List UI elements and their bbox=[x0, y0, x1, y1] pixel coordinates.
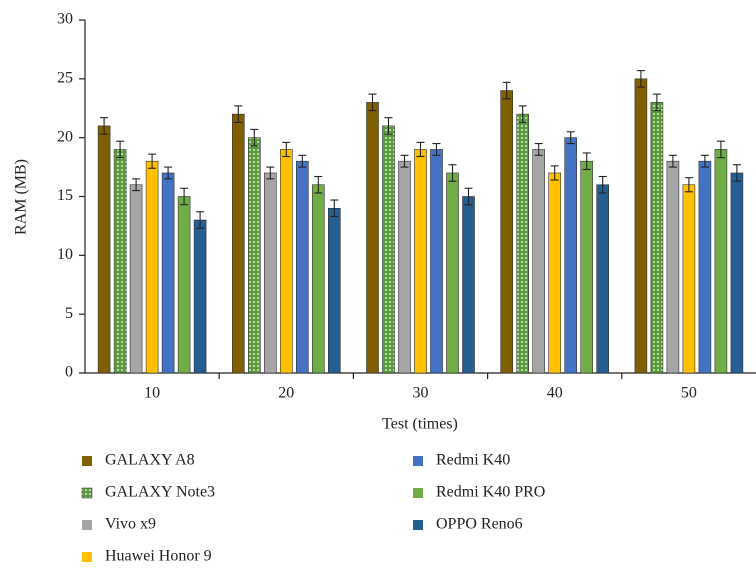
bar bbox=[462, 196, 475, 374]
bar bbox=[295, 160, 309, 374]
bar bbox=[177, 196, 191, 374]
bar bbox=[516, 113, 530, 374]
bar bbox=[564, 137, 578, 374]
bar bbox=[327, 207, 341, 374]
bar bbox=[532, 149, 546, 374]
x-axis-label: Test (times) bbox=[382, 416, 458, 433]
error-bar bbox=[518, 105, 527, 123]
y-tick-label: 10 bbox=[57, 246, 73, 263]
bar bbox=[714, 149, 728, 374]
error-bar bbox=[400, 154, 409, 168]
y-tick-label: 0 bbox=[65, 364, 73, 381]
legend-label: GALAXY A8 bbox=[105, 452, 195, 469]
error-bar bbox=[668, 154, 677, 168]
y-tick-label: 5 bbox=[65, 305, 73, 322]
x-tick-label: 40 bbox=[547, 385, 563, 402]
bar bbox=[730, 172, 744, 374]
error-bar bbox=[700, 154, 709, 168]
error-bar bbox=[534, 143, 543, 156]
error-bar bbox=[464, 187, 473, 206]
bar bbox=[548, 172, 562, 374]
bar bbox=[366, 102, 379, 374]
error-bar bbox=[448, 164, 457, 182]
legend-label: GALAXY Note3 bbox=[105, 484, 215, 501]
error-bar bbox=[598, 175, 607, 194]
bar bbox=[698, 160, 712, 374]
error-bar bbox=[432, 143, 441, 156]
bar bbox=[650, 102, 664, 374]
error-bar bbox=[416, 141, 425, 158]
y-tick-label: 15 bbox=[57, 187, 73, 204]
bar bbox=[263, 172, 277, 374]
x-tick-label: 20 bbox=[278, 385, 294, 402]
x-tick-label: 10 bbox=[144, 385, 160, 402]
legend-label: Vivo x9 bbox=[105, 516, 156, 533]
bar bbox=[129, 184, 143, 374]
legend-swatch bbox=[82, 520, 92, 530]
y-tick-label: 30 bbox=[57, 11, 73, 28]
error-bar bbox=[132, 178, 141, 192]
error-bar bbox=[266, 166, 275, 180]
bar bbox=[382, 125, 395, 374]
y-tick-label: 20 bbox=[57, 128, 73, 145]
y-axis-label: RAM (MB) bbox=[13, 159, 30, 235]
error-bar bbox=[148, 153, 157, 169]
error-bar bbox=[716, 140, 725, 159]
bar bbox=[596, 184, 610, 374]
legend-swatch bbox=[413, 520, 423, 530]
error-bar bbox=[566, 131, 575, 145]
error-bar bbox=[502, 81, 511, 100]
error-bar bbox=[196, 211, 205, 229]
error-bar bbox=[684, 177, 693, 193]
bar bbox=[580, 160, 594, 374]
x-tick-label: 50 bbox=[681, 385, 697, 402]
bar bbox=[634, 78, 648, 374]
bar bbox=[161, 172, 175, 374]
bar bbox=[248, 137, 261, 374]
bar bbox=[113, 149, 127, 374]
error-bar bbox=[384, 117, 393, 135]
bar bbox=[279, 149, 293, 374]
bar bbox=[414, 149, 427, 374]
error-bar bbox=[100, 117, 109, 135]
error-bar bbox=[732, 164, 741, 182]
bar bbox=[446, 172, 459, 374]
legend-label: Redmi K40 bbox=[436, 452, 510, 469]
error-bar bbox=[116, 140, 125, 159]
error-bar bbox=[164, 166, 173, 180]
y-tick-label: 25 bbox=[57, 70, 73, 87]
legend-swatch bbox=[82, 552, 92, 562]
bar bbox=[398, 160, 411, 374]
bar bbox=[232, 113, 245, 374]
legend-swatch bbox=[82, 456, 92, 466]
error-bar bbox=[298, 154, 307, 168]
legend-swatch bbox=[413, 488, 423, 498]
bar bbox=[311, 184, 325, 374]
bar bbox=[500, 90, 514, 374]
legend-label: Redmi K40 PRO bbox=[436, 484, 545, 501]
bar bbox=[430, 149, 443, 374]
error-bar bbox=[330, 199, 339, 218]
legend-swatch bbox=[413, 456, 423, 466]
error-bar bbox=[180, 187, 189, 206]
bar bbox=[682, 184, 696, 374]
bar bbox=[145, 160, 159, 374]
legend-swatch bbox=[81, 487, 93, 499]
legend-label: OPPO Reno6 bbox=[436, 516, 523, 533]
bar bbox=[193, 219, 207, 374]
error-bar bbox=[282, 141, 291, 158]
bar bbox=[666, 160, 680, 374]
x-tick-label: 30 bbox=[413, 385, 429, 402]
error-bar bbox=[234, 105, 243, 123]
error-bar bbox=[636, 70, 645, 88]
error-bar bbox=[250, 128, 259, 147]
error-bar bbox=[314, 175, 323, 194]
legend-label: Huawei Honor 9 bbox=[105, 548, 212, 565]
error-bar bbox=[652, 93, 661, 112]
error-bar bbox=[550, 165, 559, 181]
bar bbox=[97, 125, 111, 374]
error-bar bbox=[582, 152, 591, 170]
error-bar bbox=[368, 93, 377, 112]
